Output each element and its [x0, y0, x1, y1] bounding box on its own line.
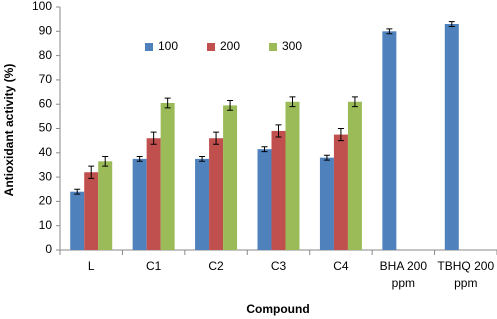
- y-tick-label: 50: [39, 121, 53, 135]
- legend-swatch: [207, 43, 215, 51]
- y-tick-label: 10: [39, 218, 53, 232]
- error-bar: [261, 146, 268, 153]
- y-tick-label: 20: [39, 194, 53, 208]
- error-bar: [227, 100, 234, 111]
- y-tick-label: 100: [32, 0, 52, 13]
- y-tick-label: 40: [39, 145, 53, 159]
- x-tick-label: TBHQ 200 ppm: [437, 259, 495, 290]
- bar: [132, 158, 147, 250]
- error-bar: [448, 21, 455, 27]
- bar: [257, 149, 272, 250]
- error-bar: [323, 154, 330, 161]
- bar: [319, 157, 334, 250]
- bar: [333, 134, 348, 250]
- bar: [382, 31, 397, 250]
- error-bar: [164, 97, 171, 109]
- x-tick-label: C4: [333, 259, 349, 273]
- x-tick-label: C2: [208, 259, 224, 273]
- legend-label: 300: [282, 39, 302, 53]
- x-tick-label: C3: [270, 259, 287, 273]
- y-tick-label: 30: [39, 169, 53, 183]
- bar: [84, 172, 99, 250]
- y-tick-label: 70: [39, 72, 53, 86]
- error-bar: [351, 96, 358, 108]
- x-tick-label: L: [87, 259, 95, 273]
- x-axis-title: Compound: [246, 302, 309, 316]
- bar: [209, 138, 224, 250]
- bar: [146, 138, 161, 250]
- error-bar: [102, 155, 109, 167]
- y-tick-label: 90: [39, 23, 53, 37]
- bar: [195, 158, 210, 250]
- y-tick-label: 60: [39, 96, 53, 110]
- y-tick-label: 80: [39, 48, 53, 62]
- error-bar: [199, 155, 206, 162]
- error-bar: [74, 188, 81, 195]
- error-bar: [88, 165, 95, 179]
- error-bar: [213, 131, 220, 145]
- error-bar: [136, 155, 143, 162]
- bar: [271, 130, 286, 250]
- bar: [70, 191, 85, 250]
- error-bar: [289, 96, 296, 108]
- bar: [444, 24, 459, 251]
- legend-swatch: [269, 43, 277, 51]
- error-bar: [337, 128, 344, 142]
- legend-label: 100: [158, 39, 178, 53]
- x-tick-label: C1: [145, 259, 162, 273]
- bar: [160, 102, 175, 250]
- error-bar: [275, 124, 282, 138]
- legend-label: 200: [220, 39, 240, 53]
- bar: [223, 105, 238, 250]
- y-tick-label: 0: [45, 242, 52, 256]
- error-bar: [150, 131, 157, 145]
- y-axis-title: Antioxidant activity (%): [2, 64, 16, 197]
- error-bar: [386, 28, 393, 35]
- bar: [285, 101, 300, 251]
- legend-swatch: [145, 43, 153, 51]
- x-tick-label: BHA 200 ppm: [379, 259, 428, 290]
- bar: [347, 101, 362, 251]
- bar: [98, 161, 113, 250]
